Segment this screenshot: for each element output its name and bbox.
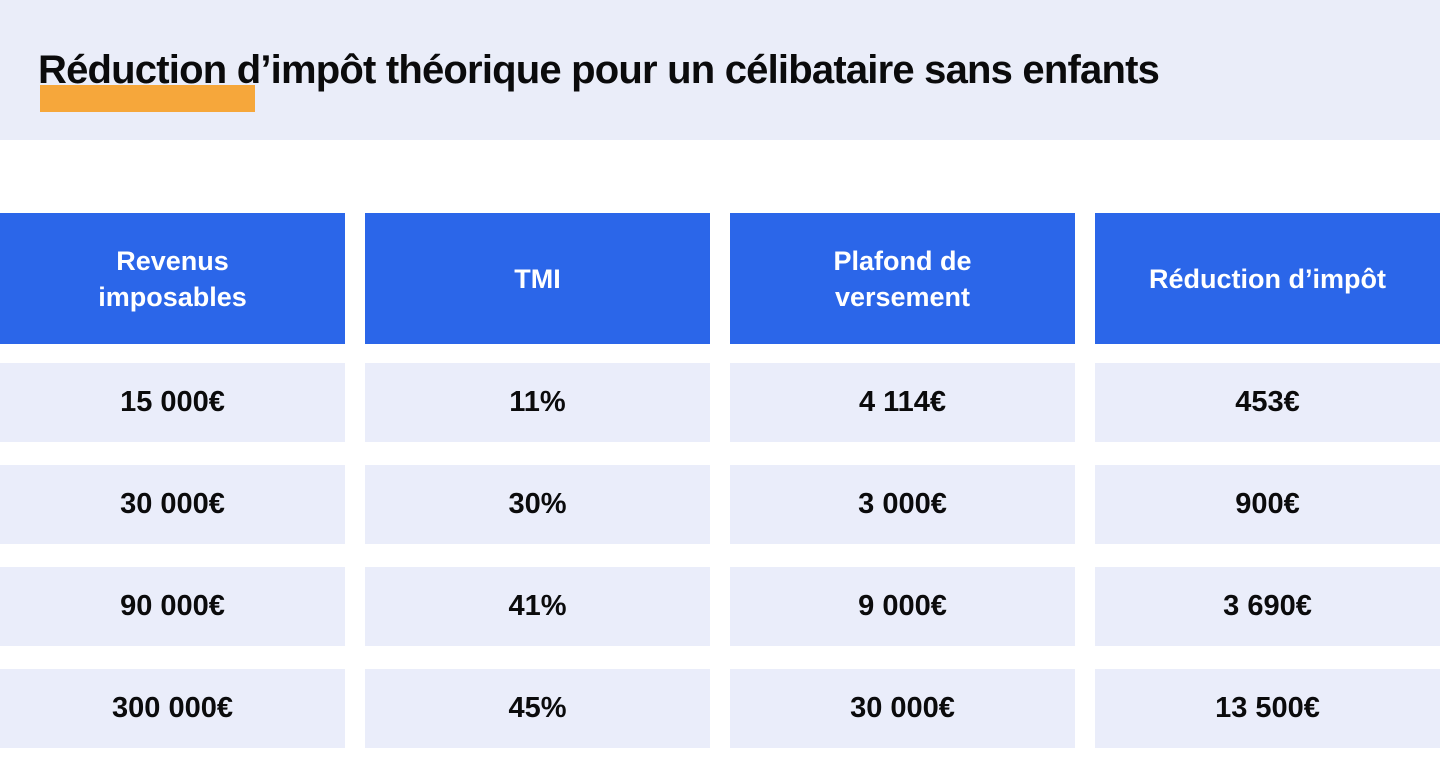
table-cell-plafond: 30 000€ bbox=[730, 669, 1075, 748]
table-header-row: Revenus imposables TMI Plafond de versem… bbox=[0, 213, 1440, 344]
table-cell-tmi: 30% bbox=[365, 465, 710, 544]
page-title-rest: d’impôt théorique pour un célibataire sa… bbox=[236, 48, 1160, 92]
page-title: Réduction d’impôt théorique pour un céli… bbox=[38, 48, 1418, 92]
table-cell-reduction: 13 500€ bbox=[1095, 669, 1440, 748]
page-title-highlighted-word: Réduction bbox=[38, 48, 227, 92]
table-cell-tmi: 11% bbox=[365, 363, 710, 442]
table-cell-tmi: 41% bbox=[365, 567, 710, 646]
column-header-reduction-impot: Réduction d’impôt bbox=[1095, 213, 1440, 344]
table-cell-tmi: 45% bbox=[365, 669, 710, 748]
table-cell-plafond: 4 114€ bbox=[730, 363, 1075, 442]
column-header-plafond-de-versement: Plafond de versement bbox=[730, 213, 1075, 344]
table-row: 15 000€ 11% 4 114€ 453€ bbox=[0, 363, 1440, 442]
table-cell-revenus: 90 000€ bbox=[0, 567, 345, 646]
table-cell-revenus: 30 000€ bbox=[0, 465, 345, 544]
column-header-tmi: TMI bbox=[365, 213, 710, 344]
table-cell-reduction: 453€ bbox=[1095, 363, 1440, 442]
table-cell-reduction: 900€ bbox=[1095, 465, 1440, 544]
table-row: 90 000€ 41% 9 000€ 3 690€ bbox=[0, 567, 1440, 646]
title-highlight-bar bbox=[40, 85, 255, 112]
table-cell-plafond: 9 000€ bbox=[730, 567, 1075, 646]
table-cell-plafond: 3 000€ bbox=[730, 465, 1075, 544]
table-cell-revenus: 300 000€ bbox=[0, 669, 345, 748]
table-row: 300 000€ 45% 30 000€ 13 500€ bbox=[0, 669, 1440, 748]
column-header-revenus-imposables: Revenus imposables bbox=[0, 213, 345, 344]
tax-reduction-table: Revenus imposables TMI Plafond de versem… bbox=[0, 213, 1440, 771]
table-cell-reduction: 3 690€ bbox=[1095, 567, 1440, 646]
table-row: 30 000€ 30% 3 000€ 900€ bbox=[0, 465, 1440, 544]
table-cell-revenus: 15 000€ bbox=[0, 363, 345, 442]
title-banner: Réduction d’impôt théorique pour un céli… bbox=[0, 0, 1440, 140]
